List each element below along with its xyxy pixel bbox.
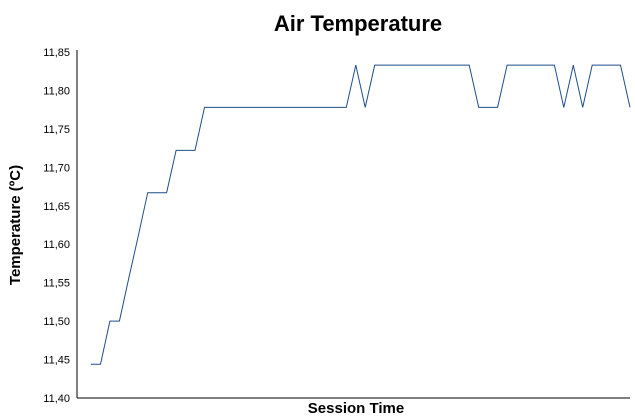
y-tick-label: 11,70 bbox=[43, 162, 70, 174]
series-line bbox=[91, 65, 630, 364]
y-tick-label: 11,50 bbox=[43, 316, 70, 328]
y-tick-labels: 11,40 11,45 11,50 11,55 11,60 11,65 11,70 11,75… bbox=[43, 47, 70, 405]
y-tick-label: 11,40 bbox=[43, 393, 70, 405]
y-tick-label: 11,80 bbox=[43, 85, 70, 97]
y-axis-label: Temperature (ºC) bbox=[7, 165, 24, 285]
x-axis-label: Session Time bbox=[308, 400, 404, 417]
y-tick-label: 11,60 bbox=[43, 239, 70, 251]
y-tick-label: 11,65 bbox=[43, 201, 70, 213]
y-tick-label: 11,55 bbox=[43, 278, 70, 290]
y-tick-label: 11,45 bbox=[43, 355, 70, 367]
series-lines bbox=[91, 65, 630, 364]
y-tick-label: 11,75 bbox=[43, 124, 70, 136]
y-tick-label: 11,85 bbox=[43, 47, 70, 59]
chart-title: Air Temperature bbox=[274, 11, 442, 36]
